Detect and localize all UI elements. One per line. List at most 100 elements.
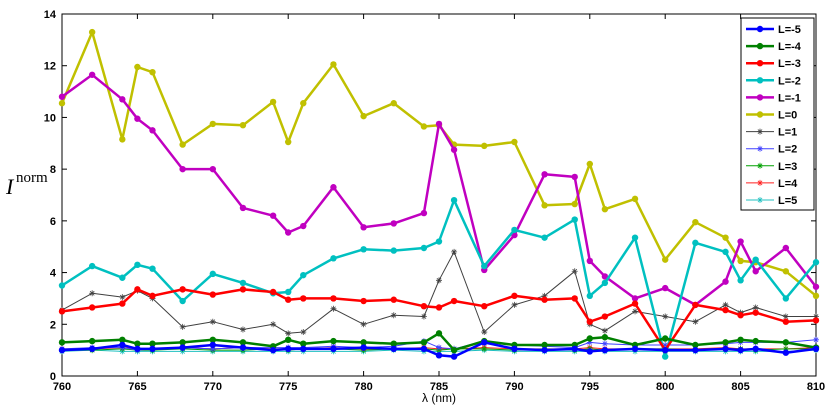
svg-text:I: I — [5, 174, 15, 199]
data-point — [752, 309, 759, 316]
data-point — [134, 63, 141, 71]
data-point — [134, 286, 141, 293]
data-point — [812, 345, 820, 353]
data-point — [782, 313, 789, 320]
data-point — [285, 229, 292, 236]
data-point — [813, 313, 819, 320]
data-point — [631, 234, 639, 241]
data-point — [300, 295, 307, 302]
data-point — [812, 259, 820, 266]
data-point — [58, 308, 66, 315]
data-point — [450, 297, 458, 305]
data-point — [435, 238, 443, 245]
data-point — [209, 318, 216, 325]
data-point — [692, 341, 699, 349]
data-point — [269, 98, 277, 106]
data-point — [330, 295, 337, 302]
data-point — [631, 300, 639, 307]
data-point — [601, 273, 609, 280]
data-point — [360, 321, 367, 328]
legend-marker — [756, 25, 764, 33]
data-point — [662, 284, 669, 292]
data-point — [360, 344, 367, 351]
data-point — [239, 344, 247, 351]
data-point — [451, 248, 458, 255]
data-point — [179, 339, 186, 346]
data-point — [149, 292, 156, 300]
data-point — [239, 286, 247, 293]
data-point — [285, 288, 292, 296]
data-point — [58, 100, 66, 107]
data-point — [737, 238, 744, 245]
data-point — [390, 345, 397, 353]
plot-area — [61, 13, 817, 377]
data-point — [209, 120, 216, 128]
data-point — [481, 345, 488, 352]
legend-marker — [757, 145, 763, 152]
data-point — [330, 255, 337, 262]
legend-entry-L1: L=1 — [746, 127, 797, 139]
data-point — [209, 341, 216, 349]
data-point — [390, 340, 397, 347]
data-point — [631, 345, 639, 353]
data-point — [586, 318, 593, 325]
data-point — [737, 346, 744, 354]
data-point — [722, 278, 729, 285]
data-point — [782, 345, 789, 352]
data-point — [330, 345, 337, 353]
legend-marker — [756, 77, 764, 84]
data-point — [149, 340, 156, 347]
legend-entry-Lminus2: L=-2 — [746, 75, 801, 87]
legend-label: L=-3 — [778, 58, 801, 70]
data-point — [722, 234, 729, 241]
data-point — [631, 195, 639, 203]
data-point — [511, 292, 518, 300]
data-point — [571, 345, 578, 353]
data-point — [88, 345, 96, 353]
data-point — [269, 212, 277, 219]
data-point — [239, 326, 246, 333]
data-point — [601, 279, 609, 287]
y-tick-label: 6 — [50, 216, 56, 228]
data-point — [601, 346, 609, 354]
x-tick-label: 795 — [581, 381, 599, 393]
data-point — [420, 209, 428, 217]
data-point — [541, 171, 548, 178]
data-point — [812, 292, 820, 300]
data-point — [435, 120, 443, 128]
data-point — [601, 340, 608, 347]
data-point — [662, 313, 669, 320]
x-tick-label: 810 — [807, 381, 825, 393]
data-point — [737, 312, 744, 319]
data-point — [722, 339, 729, 346]
data-point — [511, 345, 518, 353]
y-tick-label: 0 — [50, 371, 56, 383]
data-point — [812, 317, 820, 324]
data-point — [88, 28, 96, 36]
data-point — [601, 334, 609, 341]
data-point — [662, 353, 669, 360]
data-point — [285, 296, 292, 303]
data-point — [752, 345, 759, 353]
data-point — [88, 71, 96, 78]
x-tick-label: 775 — [279, 381, 297, 393]
y-tick-label: 4 — [50, 268, 57, 280]
data-point — [88, 262, 96, 270]
data-point — [737, 277, 744, 284]
data-point — [752, 304, 759, 311]
data-point — [239, 339, 247, 346]
data-point — [179, 141, 186, 148]
legend-marker — [756, 60, 764, 67]
data-point — [662, 335, 669, 342]
data-point — [782, 339, 790, 346]
data-point — [541, 346, 548, 354]
data-point — [179, 165, 186, 173]
data-point — [481, 142, 488, 150]
data-point — [511, 226, 518, 234]
data-point — [692, 346, 699, 354]
data-point — [571, 200, 578, 208]
legend-marker — [756, 94, 764, 101]
data-point — [270, 321, 277, 328]
data-point — [119, 336, 126, 343]
data-point — [436, 277, 442, 284]
